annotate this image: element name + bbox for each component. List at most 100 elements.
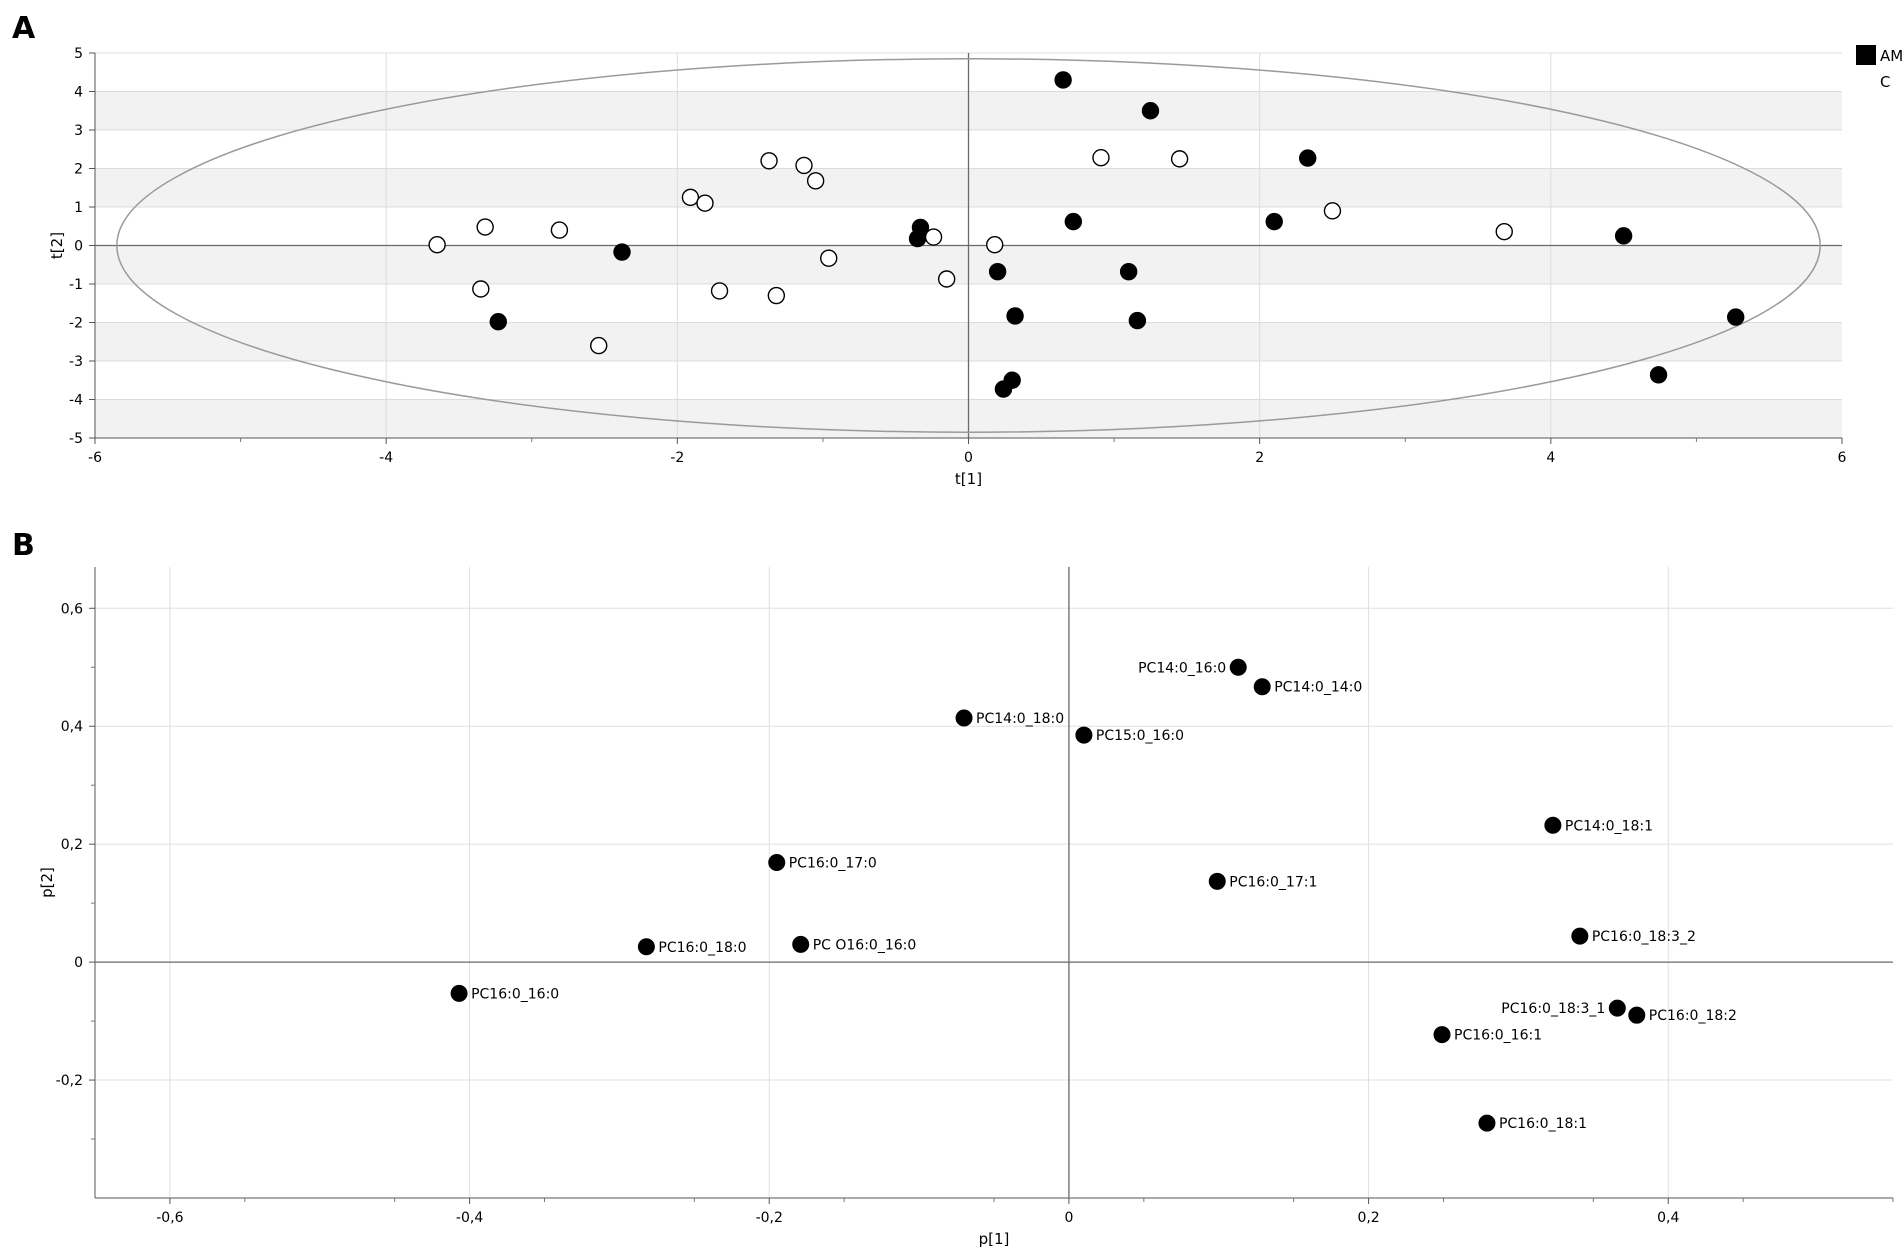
score-point-am xyxy=(1265,212,1283,231)
score-point-am xyxy=(1064,212,1083,231)
y-tick-label: -5 xyxy=(69,431,83,447)
score-point-c xyxy=(590,336,608,355)
score-point-am xyxy=(489,313,507,331)
legend-label-c: C xyxy=(1880,73,1890,91)
loading-point-label: PC16:0_17:1 xyxy=(1229,874,1317,890)
hotelling-ellipse xyxy=(116,58,1821,433)
score-plot-panel: A -6 -4 -2 0 2 4 6 -5 -4 -3 -2 -1 0 1 2 3 4 5 t[1] t[2] A… xyxy=(12,11,1903,488)
loading-plot-y-label: p[2] xyxy=(38,867,56,898)
loading-point xyxy=(768,853,786,871)
loading-point-label: PC15:0_16:0 xyxy=(1096,728,1184,744)
score-point-c xyxy=(1170,150,1189,168)
x-tick-label: 0,4 xyxy=(1657,1210,1679,1226)
y-tick-label: -3 xyxy=(69,354,83,370)
score-point-c xyxy=(550,221,569,239)
loading-point-label: PC16:0_18:3_1 xyxy=(1501,1001,1605,1017)
score-plot-legend: AM C xyxy=(1856,45,1903,91)
loading-point-label: PC16:0_16:0 xyxy=(471,986,559,1002)
score-point-c xyxy=(476,218,494,236)
score-plot-x-label: t[1] xyxy=(955,470,982,488)
score-point-c xyxy=(710,282,729,300)
loading-point xyxy=(1208,872,1226,890)
score-plot-points xyxy=(428,71,1745,398)
score-point-c xyxy=(1092,149,1110,167)
y-tick-label: 4 xyxy=(74,85,83,101)
y-tick-label: 0,6 xyxy=(61,601,83,617)
score-point-am xyxy=(988,262,1007,281)
loading-point xyxy=(1478,1114,1496,1132)
score-point-c xyxy=(1323,202,1342,220)
y-tick-label: 0 xyxy=(74,955,83,971)
loading-plot-grid xyxy=(95,567,1893,1198)
loading-point xyxy=(955,709,973,727)
loading-point xyxy=(1075,726,1093,744)
loading-point-label: PC16:0_18:1 xyxy=(1499,1116,1587,1132)
y-tick-label: -1 xyxy=(69,277,83,293)
legend-label-am: AM xyxy=(1880,47,1903,65)
score-point-c xyxy=(760,152,778,170)
score-point-am xyxy=(1299,149,1317,167)
score-point-c xyxy=(820,249,838,267)
score-point-am xyxy=(908,229,927,248)
loading-plot-panel: B -0,6 -0,4 -0,2 0 0,2 0,4 -0,2 0 0,2 0,4 0,6 PC14… xyxy=(12,528,1894,1248)
x-tick-label: 6 xyxy=(1838,450,1847,466)
y-tick-label: 5 xyxy=(74,46,83,62)
loading-point xyxy=(1229,658,1247,676)
loading-point xyxy=(1628,1006,1646,1024)
x-tick-label: 0 xyxy=(964,450,973,466)
x-tick-label: 4 xyxy=(1546,450,1555,466)
loading-point xyxy=(1571,927,1589,945)
loading-point-label: PC16:0_16:1 xyxy=(1454,1028,1542,1044)
x-tick-label: 0 xyxy=(1064,1210,1073,1226)
score-point-c xyxy=(795,156,813,175)
score-plot-y-label: t[2] xyxy=(48,232,66,259)
score-point-am xyxy=(1128,311,1147,330)
loading-point-label: PC14:0_14:0 xyxy=(1274,680,1362,696)
loading-point xyxy=(1608,999,1626,1017)
x-tick-label: -6 xyxy=(88,450,102,466)
score-point-c xyxy=(696,194,714,212)
loading-point-label: PC14:0_16:0 xyxy=(1138,660,1226,676)
score-point-am xyxy=(1727,308,1745,326)
x-tick-label: 0,2 xyxy=(1357,1210,1379,1226)
x-tick-label: -0,6 xyxy=(156,1210,183,1226)
loading-point-label: PC16:0_18:2 xyxy=(1649,1008,1737,1024)
legend-swatch-c xyxy=(1856,71,1876,91)
loading-point xyxy=(637,938,655,956)
loading-point-label: PC O16:0_16:0 xyxy=(813,937,917,953)
y-tick-label: 3 xyxy=(74,123,83,139)
y-tick-label: -4 xyxy=(69,393,83,409)
loading-plot-ticks: -0,6 -0,4 -0,2 0 0,2 0,4 -0,2 0 0,2 0,4 0,6 xyxy=(56,601,1894,1226)
legend-swatch-am xyxy=(1856,45,1876,65)
score-point-am xyxy=(613,243,631,261)
y-tick-label: 1 xyxy=(74,200,83,216)
score-point-c xyxy=(1495,222,1513,241)
score-plot-ticks: -6 -4 -2 0 2 4 6 -5 -4 -3 -2 -1 0 1 2 3 4 5 xyxy=(69,46,1847,466)
score-point-am xyxy=(994,380,1013,398)
score-point-am xyxy=(1614,227,1633,245)
score-point-am xyxy=(1006,307,1024,325)
score-point-c xyxy=(472,280,490,298)
panel-a-letter: A xyxy=(12,11,36,46)
y-tick-label: 0,2 xyxy=(61,837,83,853)
score-point-am xyxy=(1649,366,1668,384)
score-point-c xyxy=(806,172,825,190)
loading-plot-points: PC14:0_16:0 PC14:0_14:0 PC14:0_18:0 PC15:0_… xyxy=(450,658,1737,1132)
x-tick-label: -2 xyxy=(670,450,684,466)
panel-b-letter: B xyxy=(12,528,35,563)
loading-plot-x-label: p[1] xyxy=(979,1230,1010,1248)
score-point-c xyxy=(937,270,956,288)
y-tick-label: 0,4 xyxy=(61,719,83,735)
score-point-am xyxy=(1141,102,1160,120)
loading-point-label: PC16:0_17:0 xyxy=(789,855,877,871)
x-tick-label: -0,2 xyxy=(756,1210,783,1226)
loading-point xyxy=(1544,816,1562,834)
score-point-c xyxy=(986,236,1004,254)
x-tick-label: 2 xyxy=(1255,450,1264,466)
loading-point xyxy=(450,984,468,1002)
y-tick-label: 0 xyxy=(74,239,83,255)
loading-point xyxy=(1253,678,1271,696)
loading-point xyxy=(792,935,810,953)
y-tick-label: 2 xyxy=(74,162,83,178)
